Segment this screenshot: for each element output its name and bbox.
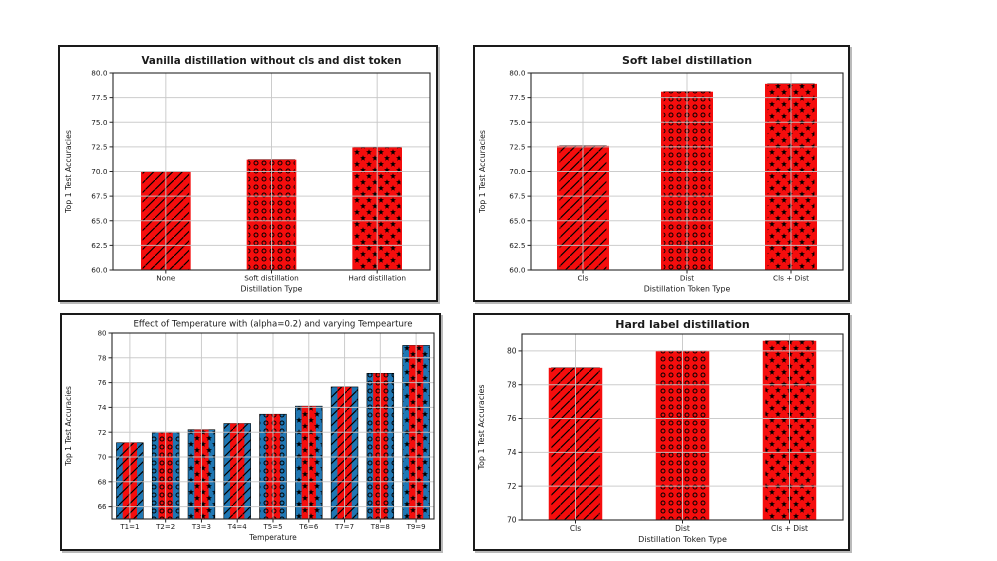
x-tick-label: T7=7 — [334, 523, 354, 531]
chart-title: Hard label distillation — [615, 318, 750, 331]
y-tick-label: 78 — [98, 354, 107, 362]
chart-svg: 60.0 62.5 65.0 67.5 70.0 72.5 75.0 77.5 80.0 Cls D… — [478, 54, 844, 294]
x-tick-label: Cls + Dist — [771, 524, 808, 533]
chart-hard-label-distillation: 70 72 74 76 78 80 Cls Dist Cls + Dist Hard label … — [473, 313, 850, 551]
y-tick-label: 75.0 — [91, 118, 108, 127]
y-tick-label: 77.5 — [91, 93, 107, 102]
y-tick-label: 75.0 — [509, 118, 526, 127]
x-tick-label: T6=6 — [298, 523, 319, 531]
x-tick-label: T2=2 — [155, 523, 175, 531]
chart-temperature-effect: 66 68 70 72 74 76 78 80 T1=1 T2=2 T3=3 T4=4 T5=5 T6=6… — [60, 313, 441, 551]
x-tick-label: T8=8 — [370, 523, 390, 531]
y-tick-label: 60.0 — [91, 266, 108, 275]
x-tick-label: Dist — [680, 274, 694, 283]
y-tick-label: 68 — [98, 478, 107, 486]
y-tick-label: 70.0 — [509, 167, 526, 176]
y-tick-label: 67.5 — [91, 192, 107, 201]
y-tick-label: 72.5 — [509, 142, 525, 151]
chart-title: Vanilla distillation without cls and dis… — [142, 55, 402, 67]
chart-svg: 70 72 74 76 78 80 Cls Dist Cls + Dist Hard label … — [477, 318, 844, 544]
y-tick-label: 74 — [98, 404, 107, 412]
y-tick-label: 60.0 — [509, 266, 526, 275]
y-tick-label: 74 — [507, 448, 517, 457]
x-tick-label: T4=4 — [227, 523, 248, 531]
y-axis-label: Top 1 Test Accuracies — [64, 386, 73, 467]
y-tick-label: 78 — [507, 380, 517, 389]
y-tick-label: 70 — [507, 516, 517, 525]
x-axis-label: Temperature — [248, 533, 297, 542]
x-tick-label: T9=9 — [406, 523, 426, 531]
y-tick-label: 62.5 — [91, 241, 107, 250]
x-tick-label: Hard distillation — [348, 274, 406, 283]
x-tick-label: T3=3 — [191, 523, 211, 531]
x-tick-label: Soft distillation — [244, 274, 299, 283]
x-axis-label: Distillation Type — [241, 285, 303, 294]
y-axis-label: Top 1 Test Accuracies — [478, 130, 487, 214]
y-tick-label: 80 — [507, 347, 517, 356]
y-tick-label: 80.0 — [509, 69, 526, 78]
y-tick-label: 80.0 — [91, 69, 108, 78]
y-tick-label: 76 — [507, 414, 517, 423]
x-tick-label: T5=5 — [262, 523, 282, 531]
y-tick-label: 65.0 — [509, 216, 526, 225]
chart-vanilla-distillation: 60.0 62.5 65.0 67.5 70.0 72.5 75.0 77.5 80.0 None… — [58, 45, 438, 302]
x-axis-label: Distillation Token Type — [644, 285, 731, 294]
chart-svg: 66 68 70 72 74 76 78 80 T1=1 T2=2 T3=3 T4=4 T5=5 T6=6… — [64, 320, 435, 542]
y-tick-label: 70.0 — [91, 167, 108, 176]
y-tick-label: 67.5 — [509, 192, 525, 201]
y-tick-label: 72 — [507, 482, 517, 491]
y-tick-label: 62.5 — [509, 241, 525, 250]
y-tick-label: 66 — [98, 503, 107, 511]
x-tick-label: T1=1 — [119, 523, 139, 531]
chart-soft-label-distillation: 60.0 62.5 65.0 67.5 70.0 72.5 75.0 77.5 80.0 Cls D… — [473, 45, 850, 302]
x-tick-label: Dist — [675, 524, 690, 533]
chart-title: Soft label distillation — [622, 54, 752, 67]
y-tick-label: 65.0 — [91, 216, 108, 225]
y-tick-label: 70 — [98, 454, 107, 462]
y-tick-label: 76 — [98, 379, 107, 387]
x-axis-label: Distillation Token Type — [638, 535, 727, 544]
y-tick-label: 72 — [98, 429, 107, 437]
y-axis-label: Top 1 Test Accuracies — [64, 130, 73, 214]
y-tick-label: 77.5 — [509, 93, 525, 102]
y-tick-label: 72.5 — [91, 142, 107, 151]
y-tick-label: 80 — [98, 330, 107, 338]
x-tick-label: Cls — [570, 524, 581, 533]
y-axis-label: Top 1 Test Accuracies — [477, 384, 486, 470]
x-tick-label: Cls + Dist — [773, 274, 809, 283]
x-tick-label: None — [156, 274, 176, 283]
x-tick-label: Cls — [578, 274, 589, 283]
chart-svg: 60.0 62.5 65.0 67.5 70.0 72.5 75.0 77.5 80.0 None… — [64, 55, 431, 294]
chart-title: Effect of Temperature with (alpha=0.2) a… — [133, 320, 412, 330]
